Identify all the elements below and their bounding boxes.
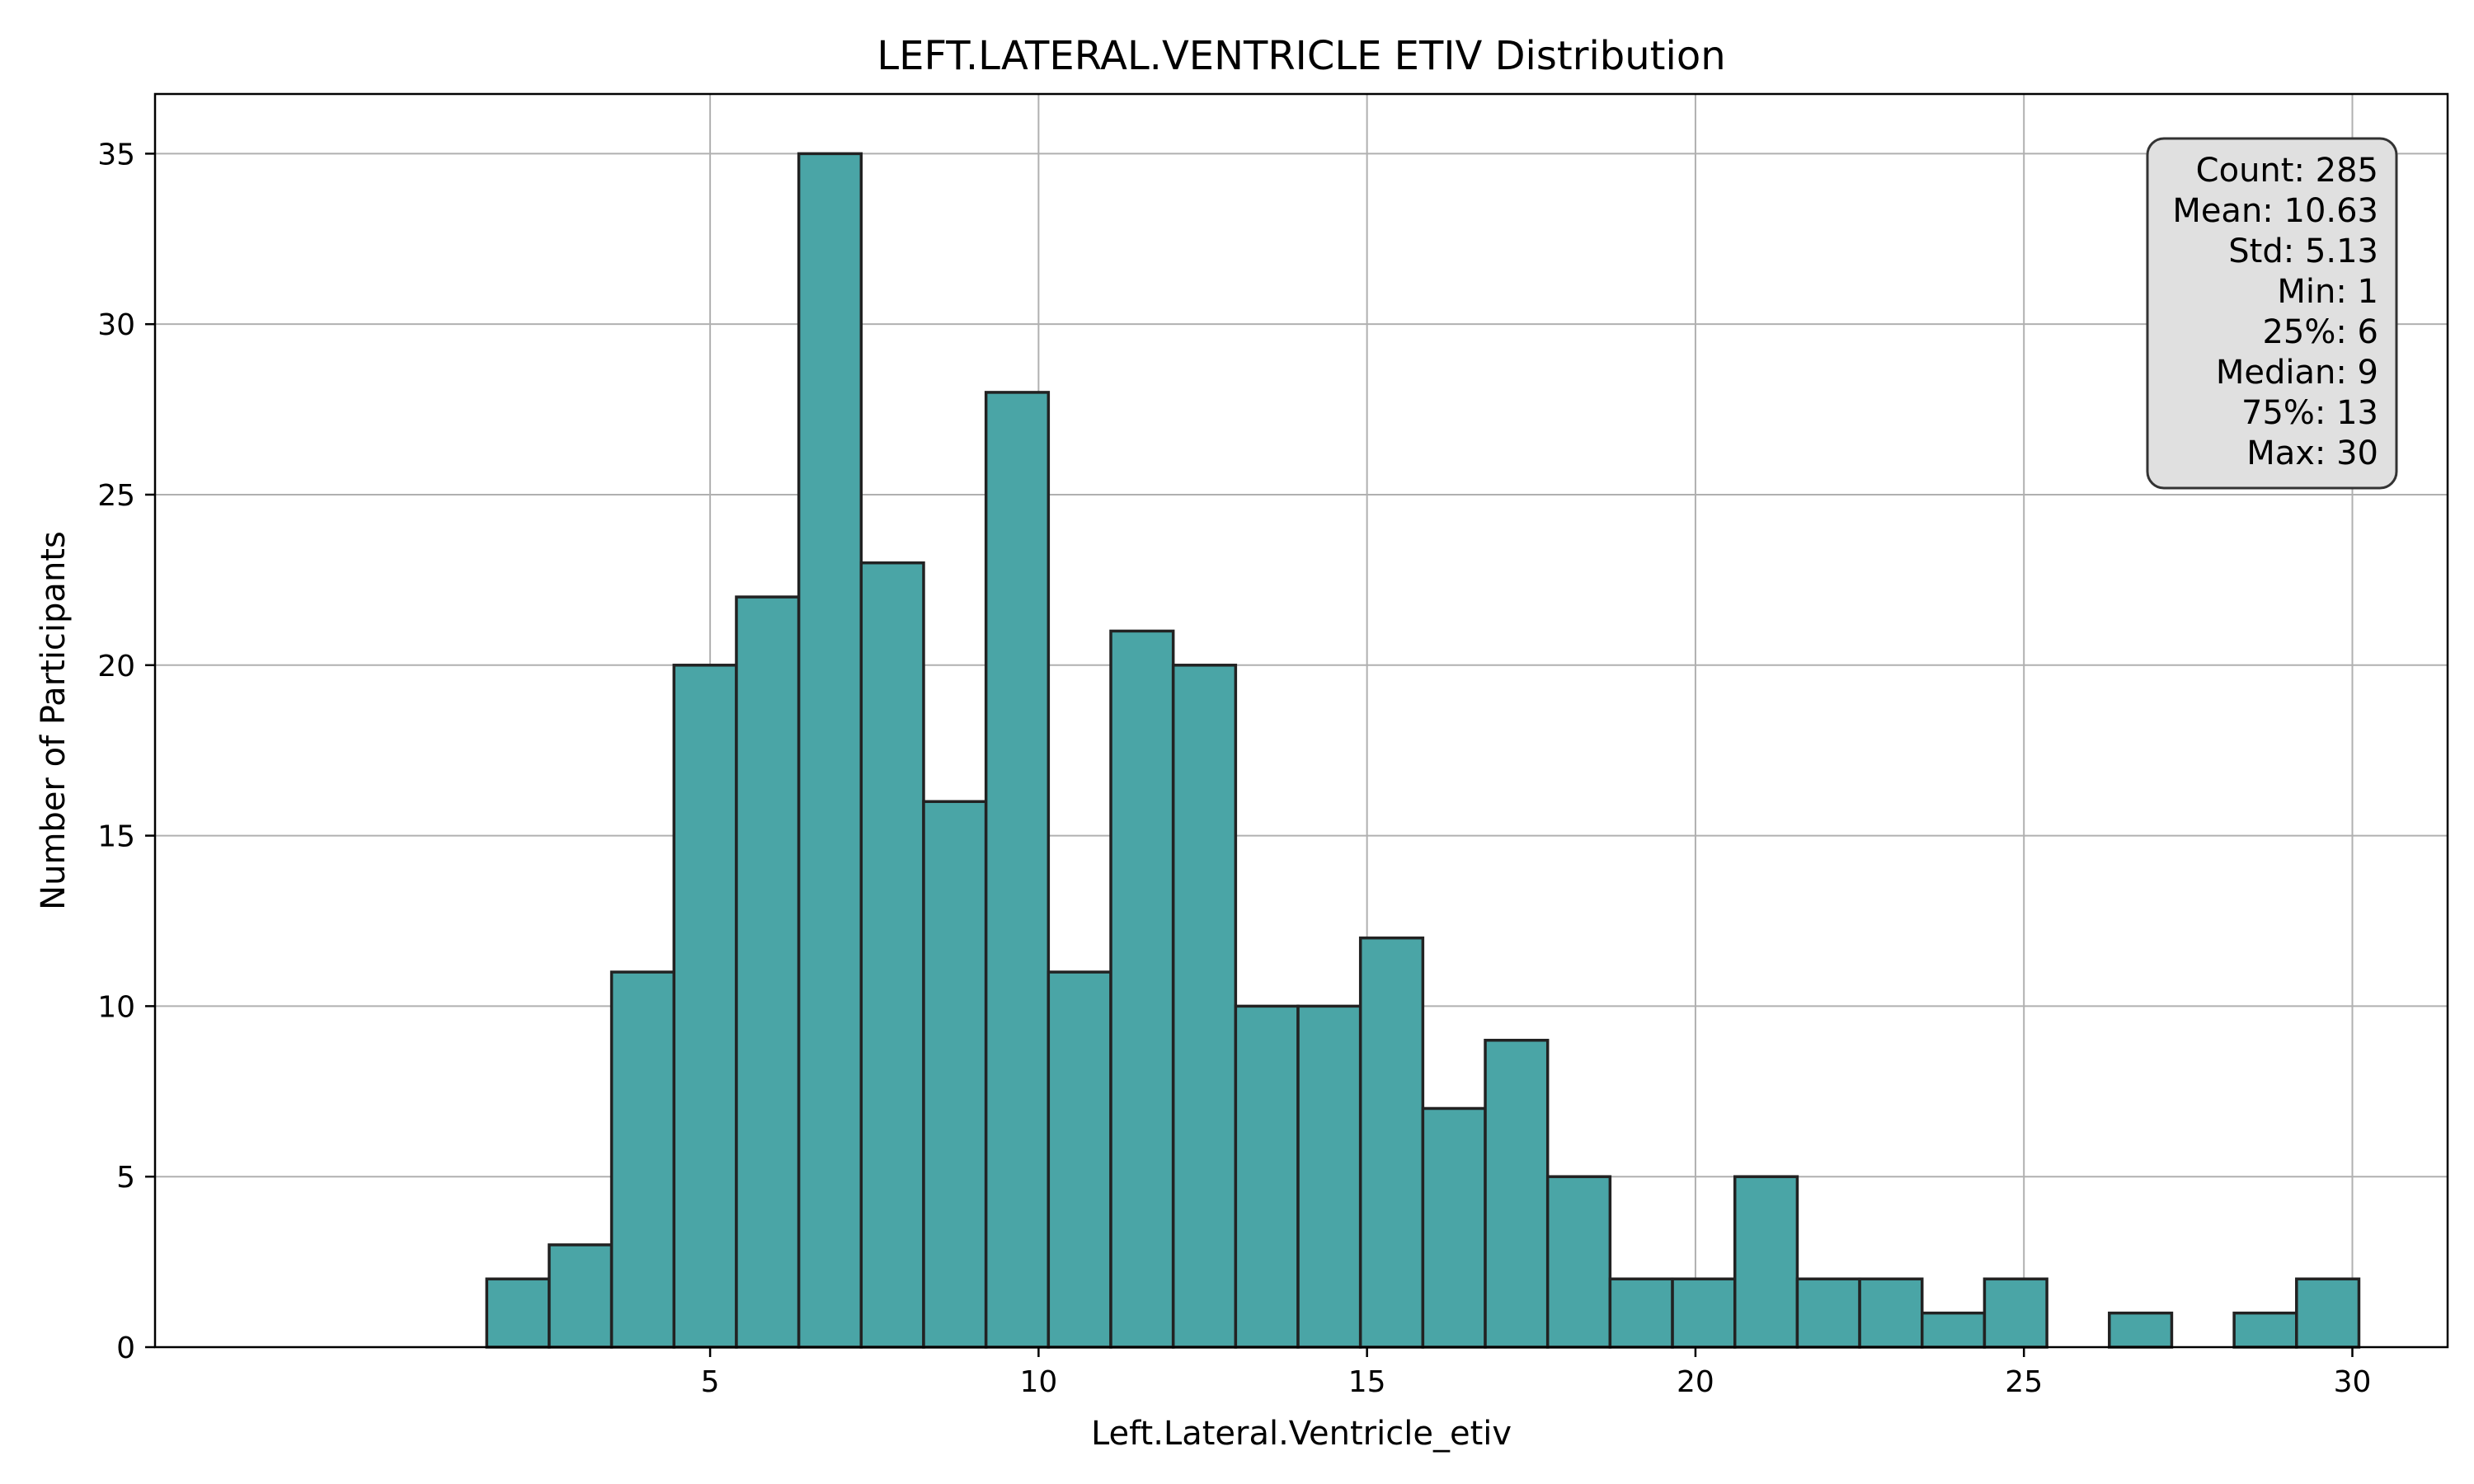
y-tick-label: 0 (116, 1331, 135, 1365)
histogram-bar (2108, 1311, 2174, 1349)
y-tick-label: 5 (116, 1161, 135, 1195)
histogram-bar (1421, 1106, 1487, 1349)
histogram-bar (797, 152, 863, 1349)
histogram-bar (922, 800, 988, 1349)
histogram-bar (1921, 1311, 1987, 1349)
ticks-layer: 5 10 15 20 25 30 0 5 10 15 20 25 30 35 (97, 138, 2371, 1399)
histogram-bar (735, 595, 801, 1349)
x-axis-label: Left.Lateral.Ventricle_etiv (1091, 1415, 1512, 1453)
x-tick-label: 20 (1677, 1365, 1714, 1399)
plot-frame (153, 92, 2449, 1349)
histogram-bar (548, 1243, 614, 1349)
stats-line: 25%: 6 (2262, 313, 2378, 351)
histogram-bar (1982, 1277, 2048, 1349)
x-tick-label: 30 (2334, 1365, 2372, 1399)
x-tick-label: 25 (2005, 1365, 2043, 1399)
y-tick-label: 35 (97, 138, 135, 171)
y-tick-label: 25 (97, 479, 135, 513)
bars-layer (485, 152, 2361, 1349)
histogram-bar (1234, 1004, 1300, 1349)
stats-line: Median: 9 (2216, 354, 2378, 392)
y-axis-label: Number of Participants (35, 531, 73, 910)
x-tick-label: 10 (1019, 1365, 1057, 1399)
x-tick-label: 5 (701, 1365, 720, 1399)
histogram-bar (984, 391, 1051, 1349)
histogram-bar (1795, 1277, 1861, 1349)
histogram-bar (1296, 1004, 1362, 1349)
y-tick-label: 15 (97, 820, 135, 854)
histogram-bar (1858, 1277, 1924, 1349)
stats-line: Mean: 10.63 (2172, 192, 2378, 230)
y-tick-label: 30 (97, 308, 135, 342)
histogram-bar (1545, 1175, 1612, 1349)
histogram-bar (1671, 1277, 1737, 1349)
chart-title: LEFT.LATERAL.VENTRICLE ETIV Distribution (877, 33, 1725, 79)
stats-line: Min: 1 (2277, 273, 2378, 311)
histogram-bar (672, 664, 738, 1349)
histogram-bar (609, 970, 676, 1349)
histogram-bar (1171, 664, 1238, 1349)
stats-box-background (2146, 137, 2398, 490)
histogram-bar (1358, 936, 1425, 1349)
stats-line: Count: 285 (2196, 152, 2378, 190)
y-tick-label: 20 (97, 650, 135, 683)
histogram-bar (2232, 1311, 2298, 1349)
histogram-bar (859, 561, 925, 1349)
histogram-bar (2295, 1277, 2361, 1349)
stats-line: Std: 5.13 (2228, 232, 2378, 270)
stats-line: 75%: 13 (2241, 394, 2378, 432)
histogram-bar (485, 1277, 551, 1349)
x-tick-label: 15 (1348, 1365, 1386, 1399)
histogram-bar (1109, 629, 1175, 1349)
stats-line: Max: 30 (2246, 434, 2378, 472)
histogram-bar (1733, 1175, 1799, 1349)
histogram-bar (1047, 970, 1112, 1349)
y-tick-label: 10 (97, 990, 135, 1024)
histogram-bar (1608, 1277, 1674, 1349)
histogram-bar (1484, 1039, 1550, 1349)
